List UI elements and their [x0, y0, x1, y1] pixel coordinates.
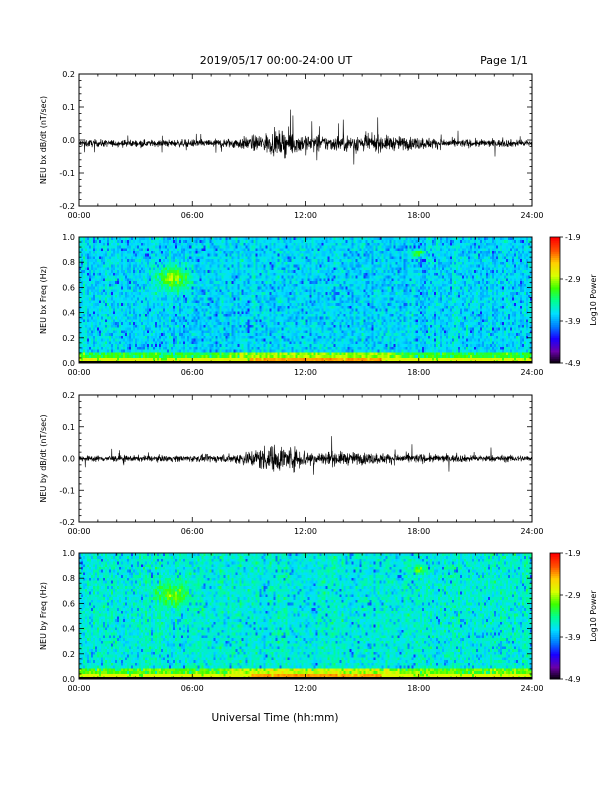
x-tick-label: 06:00 — [181, 527, 204, 536]
bx-time-series-panel: 00:00 06:00 12:00 18:00 24:00 -0.2 -0.1 0.0 0.1 0… — [39, 70, 544, 220]
colorbar-tick-label: -3.9 — [565, 633, 581, 642]
y-tick-label: 0.2 — [62, 650, 75, 659]
y-tick-label: 0.4 — [62, 309, 75, 318]
y-axis-label: NEU by dB/dt (nT/sec) — [39, 414, 48, 502]
y-tick-label: -0.2 — [59, 202, 75, 211]
x-tick-label: 18:00 — [407, 211, 430, 220]
y-tick-label: 0.2 — [62, 391, 75, 400]
x-tick-label: 18:00 — [407, 368, 430, 377]
y-axis-label: NEU bx dB/dt (nT/sec) — [39, 96, 48, 184]
x-tick-label: 06:00 — [181, 211, 204, 220]
colorbar-tick-label: -4.9 — [565, 359, 581, 368]
colorbar-tick-label: -2.9 — [565, 275, 581, 284]
x-tick-label: 00:00 — [67, 684, 90, 693]
series-trace — [78, 109, 533, 165]
x-tick-label: 12:00 — [294, 368, 317, 377]
x-tick-label: 00:00 — [67, 211, 90, 220]
x-tick-label: 18:00 — [407, 527, 430, 536]
y-tick-label: -0.1 — [59, 486, 75, 495]
y-tick-label: 0.6 — [62, 283, 75, 292]
y-tick-label: 0.8 — [62, 258, 75, 267]
colorbar: -1.9 -2.9 -3.9 -4.9 Log10 Power — [549, 549, 598, 684]
x-tick-label: 06:00 — [181, 368, 204, 377]
x-tick-label: 24:00 — [520, 368, 543, 377]
colorbar-tick-label: -4.9 — [565, 675, 581, 684]
x-tick-label: 12:00 — [294, 527, 317, 536]
x-axis-label: Universal Time (hh:mm) — [212, 712, 339, 724]
colorbar: -1.9 -2.9 -3.9 -4.9 Log10 Power — [549, 233, 598, 368]
spectrogram-cells — [79, 237, 533, 364]
y-tick-label: 0.0 — [62, 136, 75, 145]
series-trace — [78, 436, 533, 475]
x-tick-label: 00:00 — [67, 368, 90, 377]
bx-spectrogram-panel: -1.9 -2.9 -3.9 -4.9 Log10 Power 00:00 06:00 12:… — [39, 233, 598, 377]
y-tick-label: 0.1 — [62, 423, 75, 432]
colorbar-tick-label: -1.9 — [565, 549, 581, 558]
y-tick-label: -0.2 — [59, 518, 75, 527]
colorbar-tick-label: -3.9 — [565, 317, 581, 326]
y-axis-label: NEU by Freq (Hz) — [39, 582, 48, 650]
y-tick-label: 0.2 — [62, 70, 75, 79]
panels: 00:00 06:00 12:00 18:00 24:00 -0.2 -0.1 0.0 0.1 0… — [39, 70, 598, 693]
spectrogram-cells — [79, 553, 533, 680]
by-time-series-panel: 00:00 06:00 12:00 18:00 24:00 -0.2 -0.1 0.0 0.1 0… — [39, 391, 544, 536]
colorbar-tick-label: -1.9 — [565, 233, 581, 242]
y-tick-label: 0.4 — [62, 625, 75, 634]
figure-title: 2019/05/17 00:00-24:00 UT — [200, 54, 353, 67]
y-tick-label: 0.6 — [62, 599, 75, 608]
y-tick-label: 0.0 — [62, 675, 75, 684]
colorbar-tick-label: -2.9 — [565, 591, 581, 600]
colorbar-label: Log10 Power — [589, 274, 598, 326]
x-tick-label: 06:00 — [181, 684, 204, 693]
colorbar-label: Log10 Power — [589, 590, 598, 642]
x-tick-label: 00:00 — [67, 527, 90, 536]
x-tick-label: 24:00 — [520, 211, 543, 220]
by-spectrogram-panel: -1.9 -2.9 -3.9 -4.9 Log10 Power 00:00 06:00 12:… — [39, 549, 598, 693]
x-tick-label: 12:00 — [294, 684, 317, 693]
y-tick-label: -0.1 — [59, 169, 75, 178]
y-tick-label: 0.8 — [62, 574, 75, 583]
y-tick-label: 0.1 — [62, 103, 75, 112]
x-tick-label: 24:00 — [520, 684, 543, 693]
y-tick-label: 1.0 — [62, 233, 75, 242]
y-tick-label: 1.0 — [62, 549, 75, 558]
x-tick-label: 24:00 — [520, 527, 543, 536]
y-tick-label: 0.0 — [62, 455, 75, 464]
page-indicator: Page 1/1 — [480, 54, 528, 67]
y-tick-label: 0.2 — [62, 334, 75, 343]
y-tick-label: 0.0 — [62, 359, 75, 368]
x-tick-label: 18:00 — [407, 684, 430, 693]
x-tick-label: 12:00 — [294, 211, 317, 220]
y-axis-label: NEU bx Freq (Hz) — [39, 266, 48, 334]
